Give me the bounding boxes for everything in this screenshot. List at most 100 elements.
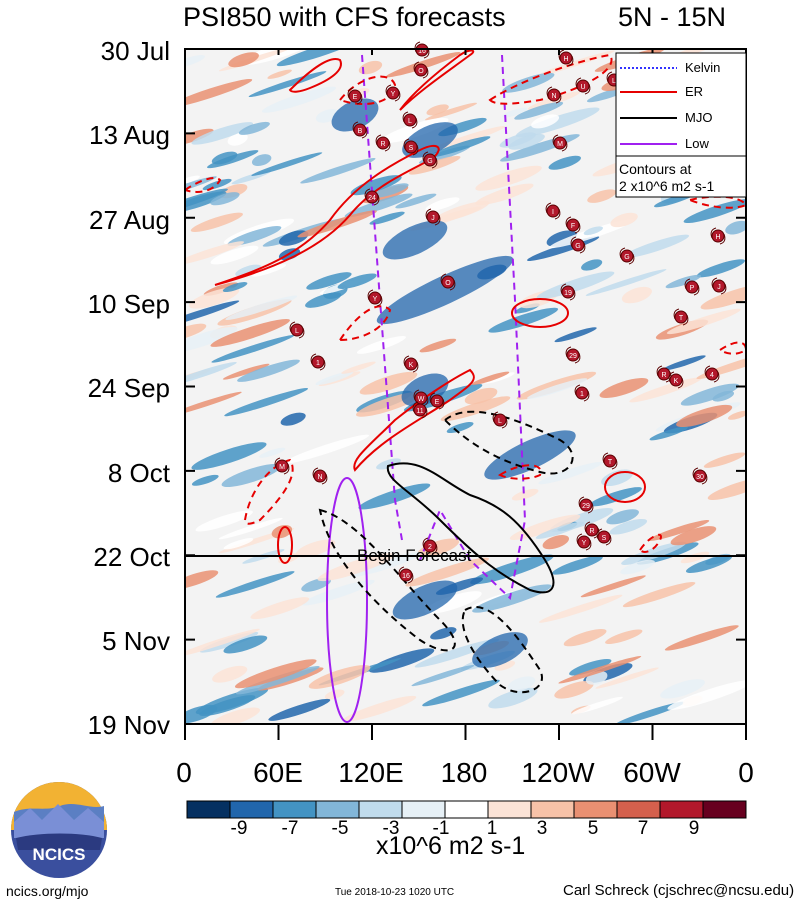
field-patch bbox=[261, 86, 337, 113]
storm-label: E bbox=[435, 399, 440, 406]
storm-symbol: N bbox=[312, 467, 328, 485]
storm-label: F bbox=[571, 223, 575, 230]
storm-label: Y bbox=[582, 540, 587, 547]
colorbar-segment bbox=[186, 800, 231, 819]
storm-symbol: P bbox=[684, 278, 700, 296]
colorbar-segment bbox=[573, 800, 618, 819]
storm-symbol: 11 bbox=[412, 401, 428, 419]
er-contour-5 bbox=[511, 298, 569, 328]
storm-label: T bbox=[679, 315, 684, 322]
field-patch bbox=[542, 535, 570, 550]
colorbar-tick-label: -7 bbox=[281, 818, 299, 839]
field-patch bbox=[464, 387, 498, 405]
storm-label: J bbox=[431, 215, 435, 222]
er-contour-dashed-8 bbox=[686, 195, 746, 209]
field-patch bbox=[185, 570, 219, 590]
storm-markers: 16 O Y E L R S G 24 J B H U N M F G G I H P J 19 T 29 K W 11 L R K 1 4 L 1… bbox=[274, 41, 727, 584]
storm-symbol: K bbox=[403, 355, 419, 373]
storm-symbol: G bbox=[619, 247, 635, 265]
storm-symbol: F bbox=[565, 216, 581, 234]
field-patch bbox=[623, 234, 690, 258]
field-patch bbox=[237, 359, 300, 382]
storm-label: 11 bbox=[416, 408, 423, 415]
footer-author: Carl Schreck (cjschrec@ncsu.edu) bbox=[563, 882, 795, 899]
storm-label: P bbox=[690, 285, 695, 292]
field-patch bbox=[440, 396, 511, 422]
field-patch bbox=[665, 274, 702, 289]
storm-label: U bbox=[580, 84, 585, 91]
field-patch bbox=[267, 69, 292, 79]
storm-label: M bbox=[557, 141, 563, 148]
colorbar-tick-label: -1 bbox=[432, 818, 450, 839]
storm-label: Y bbox=[391, 91, 396, 98]
storm-label: L bbox=[295, 328, 299, 335]
field-patch bbox=[587, 189, 617, 203]
field-patch bbox=[358, 483, 431, 510]
field-patch bbox=[563, 628, 607, 647]
field-patch bbox=[727, 410, 746, 420]
y-tick-label: 19 Nov bbox=[87, 710, 170, 740]
field-patch bbox=[306, 272, 352, 290]
field-patch bbox=[251, 152, 323, 176]
storm-symbol: 19 bbox=[560, 283, 576, 301]
mjo-contour-dashed-3 bbox=[461, 606, 543, 694]
x-tick-label: 0 bbox=[176, 757, 192, 788]
field-patch bbox=[227, 226, 282, 247]
storm-symbol: T bbox=[602, 452, 618, 470]
field-patch bbox=[381, 117, 449, 144]
storm-symbol: B bbox=[352, 121, 368, 139]
field-patch bbox=[422, 679, 500, 707]
storm-symbol: H bbox=[710, 227, 726, 245]
field-patch bbox=[191, 442, 267, 470]
field-patch bbox=[337, 273, 377, 289]
field-patch bbox=[211, 151, 238, 165]
colorbar-segment bbox=[616, 800, 661, 819]
field-patch bbox=[700, 284, 746, 310]
y-tick-label: 5 Nov bbox=[102, 626, 170, 656]
field-patch bbox=[359, 371, 418, 395]
legend-label-mjo: MJO bbox=[685, 110, 713, 125]
field-patch bbox=[538, 594, 623, 623]
field-patch bbox=[620, 559, 655, 575]
field-patch bbox=[369, 648, 435, 673]
storm-label: G bbox=[427, 158, 432, 165]
field-patch bbox=[502, 107, 528, 118]
x-tick-label: 0 bbox=[738, 757, 754, 788]
begin-forecast-label: Begin Forecast bbox=[357, 546, 472, 565]
colorbar-segment bbox=[272, 800, 317, 819]
storm-symbol: 4 bbox=[704, 365, 720, 383]
legend bbox=[615, 52, 747, 198]
storm-label: R bbox=[589, 528, 594, 535]
storm-label: L bbox=[408, 118, 412, 125]
field-patch bbox=[190, 212, 243, 232]
field-patch bbox=[419, 338, 457, 353]
storm-label: 29 bbox=[569, 353, 577, 360]
colorbar-tick-label: -3 bbox=[382, 818, 400, 839]
footer-timestamp: Tue 2018-10-23 1020 UTC bbox=[335, 887, 455, 898]
storm-label: 4 bbox=[710, 372, 714, 379]
field-patch bbox=[185, 55, 205, 68]
field-patch bbox=[222, 282, 248, 293]
field-patch bbox=[609, 518, 648, 535]
field-patch bbox=[276, 49, 362, 67]
low-contour-dashed-2 bbox=[419, 54, 527, 600]
field-patch bbox=[215, 571, 295, 598]
storm-label: H bbox=[563, 56, 568, 63]
field-patch bbox=[238, 121, 270, 135]
field-patch bbox=[308, 665, 371, 689]
field-patch bbox=[223, 635, 268, 654]
storm-label: 30 bbox=[696, 474, 704, 481]
field-patch bbox=[515, 107, 600, 138]
storm-symbol: Y bbox=[576, 533, 592, 551]
contour-note-line1: Contours at bbox=[619, 161, 692, 177]
field-patch bbox=[218, 517, 283, 540]
field-patch bbox=[300, 158, 376, 184]
field-patch bbox=[251, 264, 287, 277]
field-patch bbox=[538, 462, 603, 485]
field-band bbox=[472, 632, 528, 668]
er-contour-dashed-7 bbox=[638, 533, 662, 553]
y-tick-label: 27 Aug bbox=[89, 205, 170, 235]
field-patch bbox=[301, 577, 331, 592]
colorbar-tick-label: 9 bbox=[688, 818, 700, 839]
